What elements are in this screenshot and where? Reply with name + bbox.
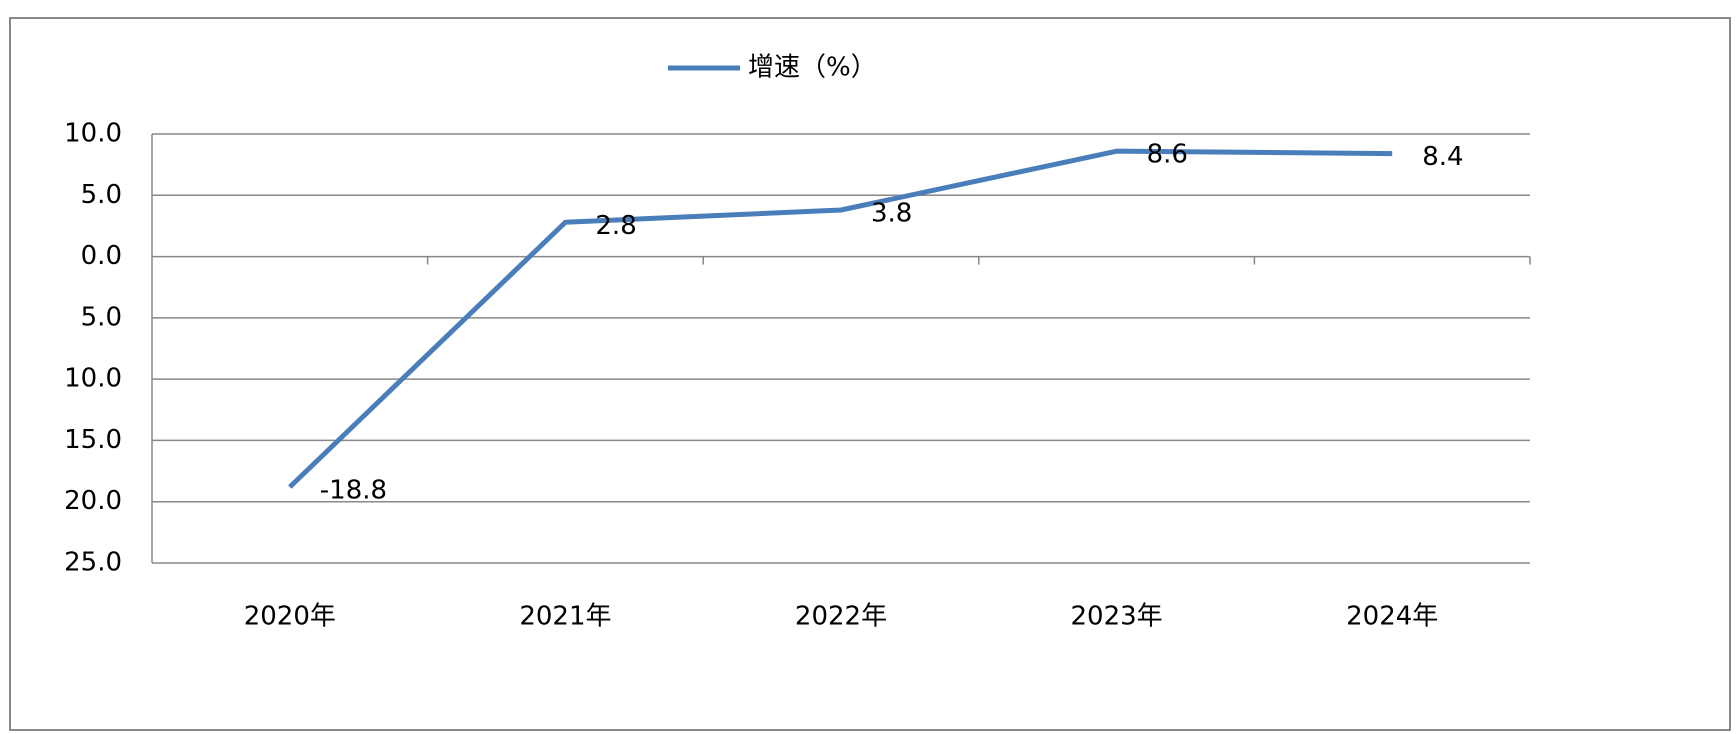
x-tick-label: 2024年 [1346, 602, 1438, 632]
data-label: 3.8 [871, 198, 912, 228]
y-tick-label: 0.0 [81, 241, 122, 271]
y-tick-label: 10.0 [64, 119, 122, 149]
data-label: 8.4 [1422, 142, 1463, 172]
y-tick-label: 10.0 [64, 364, 122, 394]
data-label: -18.8 [320, 476, 387, 506]
x-tick-label: 2021年 [519, 602, 611, 632]
y-tick-label: 5.0 [81, 302, 122, 332]
data-label: 2.8 [595, 211, 636, 241]
y-tick-label: 5.0 [81, 180, 122, 210]
data-label: 8.6 [1147, 140, 1188, 170]
chart-frame [9, 17, 1731, 731]
x-tick-label: 2023年 [1071, 602, 1163, 632]
x-tick-label: 2022年 [795, 602, 887, 632]
x-tick-label: 2020年 [244, 602, 336, 632]
y-tick-label: 25.0 [64, 548, 122, 578]
legend-label: 增速（%） [748, 53, 877, 83]
y-tick-label: 15.0 [64, 425, 122, 455]
y-tick-label: 20.0 [64, 486, 122, 516]
data-line [288, 148, 1393, 489]
